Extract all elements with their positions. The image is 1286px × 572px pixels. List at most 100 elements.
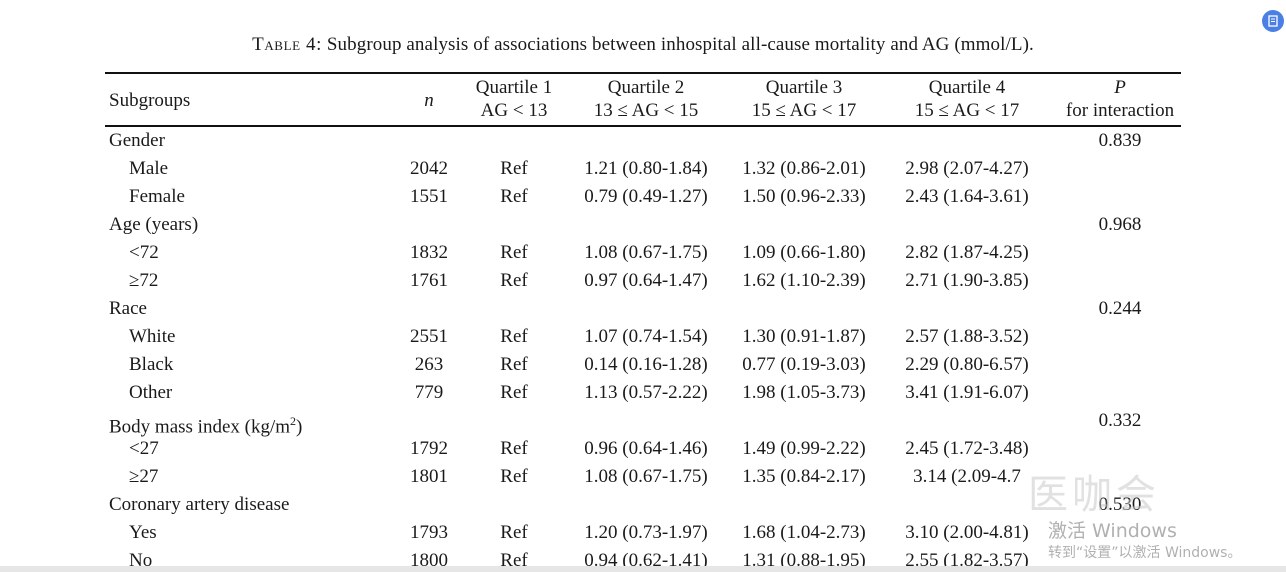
row-label: White: [129, 326, 175, 348]
row-label: Yes: [129, 522, 157, 544]
cell-n: 263: [414, 354, 444, 375]
row-label-text: Black: [129, 354, 174, 375]
header-q4-title: Quartile 4: [928, 77, 1006, 98]
cell-n: 779: [414, 382, 444, 403]
caption-text: Subgroup analysis of associations betwee…: [326, 34, 1034, 55]
row-label-superscript: 2: [290, 414, 297, 428]
cell-n: 1832: [410, 242, 448, 263]
cell-q4: 2.57 (1.88-3.52): [905, 326, 1029, 347]
cell-n: 1801: [410, 466, 448, 487]
cell-n: 2551: [410, 326, 448, 347]
cell-q3: 1.35 (0.84-2.17): [742, 466, 866, 487]
cell-p: 0.244: [1098, 298, 1142, 319]
row-label-text: <72: [129, 242, 159, 263]
row-label: Female: [129, 186, 185, 208]
row-label-text: Female: [129, 186, 185, 207]
row-label-text: <27: [129, 438, 159, 459]
row-label-text: No: [129, 550, 153, 571]
cell-q1: Ref: [500, 186, 528, 207]
cell-q4: 2.29 (0.80-6.57): [905, 354, 1029, 375]
group-label: Race: [109, 298, 147, 320]
row-label: <27: [129, 438, 159, 460]
cell-q3: 1.68 (1.04-2.73): [742, 522, 866, 543]
row-label-text: Body mass index (kg/m: [109, 416, 291, 438]
row-label-text: Yes: [129, 522, 157, 543]
cell-q2: 1.13 (0.57-2.22): [584, 382, 708, 403]
cell-q2: 0.79 (0.49-1.27): [584, 186, 708, 207]
cell-q1: Ref: [500, 354, 528, 375]
header-q4-range: 15 ≤ AG < 17: [914, 100, 1020, 121]
header-q1-title: Quartile 1: [475, 77, 553, 98]
cell-q2: 0.94 (0.62-1.41): [584, 550, 708, 571]
cell-p: 0.332: [1098, 410, 1142, 431]
cell-q1: Ref: [500, 466, 528, 487]
cell-q4: 2.43 (1.64-3.61): [905, 186, 1029, 207]
header-rule: [105, 125, 1181, 127]
cell-q2: 1.20 (0.73-1.97): [584, 522, 708, 543]
row-label-text: Male: [129, 158, 169, 179]
cell-q3: 1.50 (0.96-2.33): [742, 186, 866, 207]
header-q1-range: AG < 13: [480, 100, 548, 121]
cell-q1: Ref: [500, 158, 528, 179]
cell-q1: Ref: [500, 270, 528, 291]
cell-q1: Ref: [500, 438, 528, 459]
header-q2-title: Quartile 2: [607, 77, 685, 98]
cell-q4: 3.41 (1.91-6.07): [905, 382, 1029, 403]
cell-q3: 1.62 (1.10-2.39): [742, 270, 866, 291]
row-label-text: Race: [109, 298, 147, 319]
header-q3-title: Quartile 3: [765, 77, 843, 98]
cell-q2: 0.96 (0.64-1.46): [584, 438, 708, 459]
row-label-text: Other: [129, 382, 173, 403]
group-label: Body mass index (kg/m2): [109, 410, 302, 438]
cell-q3: 1.30 (0.91-1.87): [742, 326, 866, 347]
cell-q3: 0.77 (0.19-3.03): [742, 354, 866, 375]
cell-q2: 1.08 (0.67-1.75): [584, 242, 708, 263]
table-caption: Table 4: Subgroup analysis of associatio…: [0, 34, 1286, 56]
cell-n: 1800: [410, 550, 448, 571]
cell-p: 0.530: [1098, 494, 1142, 515]
cell-p: 0.839: [1098, 130, 1142, 151]
windows-activation-title: 激活 Windows: [1048, 520, 1177, 542]
row-label: ≥72: [129, 270, 158, 292]
document-icon[interactable]: [1262, 10, 1284, 32]
cell-q2: 0.97 (0.64-1.47): [584, 270, 708, 291]
cell-n: 1761: [410, 270, 448, 291]
watermark-logo: 医咖会: [1028, 472, 1160, 518]
windows-activation-hint: 转到“设置”以激活 Windows。: [1048, 545, 1242, 561]
cell-q3: 1.32 (0.86-2.01): [742, 158, 866, 179]
cell-q4: 2.45 (1.72-3.48): [905, 438, 1029, 459]
cell-q1: Ref: [500, 382, 528, 403]
cell-q4: 2.82 (1.87-4.25): [905, 242, 1029, 263]
cell-q2: 0.14 (0.16-1.28): [584, 354, 708, 375]
cell-p: 0.968: [1098, 214, 1142, 235]
row-label-text: ≥72: [129, 270, 159, 291]
row-label-text: White: [129, 326, 176, 347]
cell-q3: 1.98 (1.05-3.73): [742, 382, 866, 403]
row-label-text: Coronary artery disease: [109, 494, 290, 515]
cell-n: 1551: [410, 186, 448, 207]
bottom-scroll-edge: [0, 566, 1286, 572]
cell-q1: Ref: [500, 242, 528, 263]
row-label: Black: [129, 354, 173, 376]
header-p-sub: for interaction: [1065, 100, 1175, 121]
cell-q4: 2.98 (2.07-4.27): [905, 158, 1029, 179]
cell-q3: 1.09 (0.66-1.80): [742, 242, 866, 263]
cell-q4: 3.14 (2.09-4.7: [913, 466, 1021, 487]
header-subgroups: Subgroups: [109, 90, 191, 111]
cell-n: 2042: [410, 158, 448, 179]
row-label-text: ≥27: [129, 466, 159, 487]
cell-q3: 1.49 (0.99-2.22): [742, 438, 866, 459]
cell-q2: 1.08 (0.67-1.75): [584, 466, 708, 487]
row-label-suffix: ): [296, 416, 303, 438]
top-rule: [105, 72, 1181, 74]
cell-q4: 2.55 (1.82-3.57): [905, 550, 1029, 571]
cell-q4: 2.71 (1.90-3.85): [905, 270, 1029, 291]
row-label: <72: [129, 242, 159, 264]
cell-q3: 1.31 (0.88-1.95): [742, 550, 866, 571]
cell-q1: Ref: [500, 326, 528, 347]
header-q3-range: 15 ≤ AG < 17: [751, 100, 857, 121]
group-label: Age (years): [109, 214, 198, 236]
header-p-title: P: [1114, 77, 1126, 98]
cell-q4: 3.10 (2.00-4.81): [905, 522, 1029, 543]
cell-n: 1792: [410, 438, 448, 459]
